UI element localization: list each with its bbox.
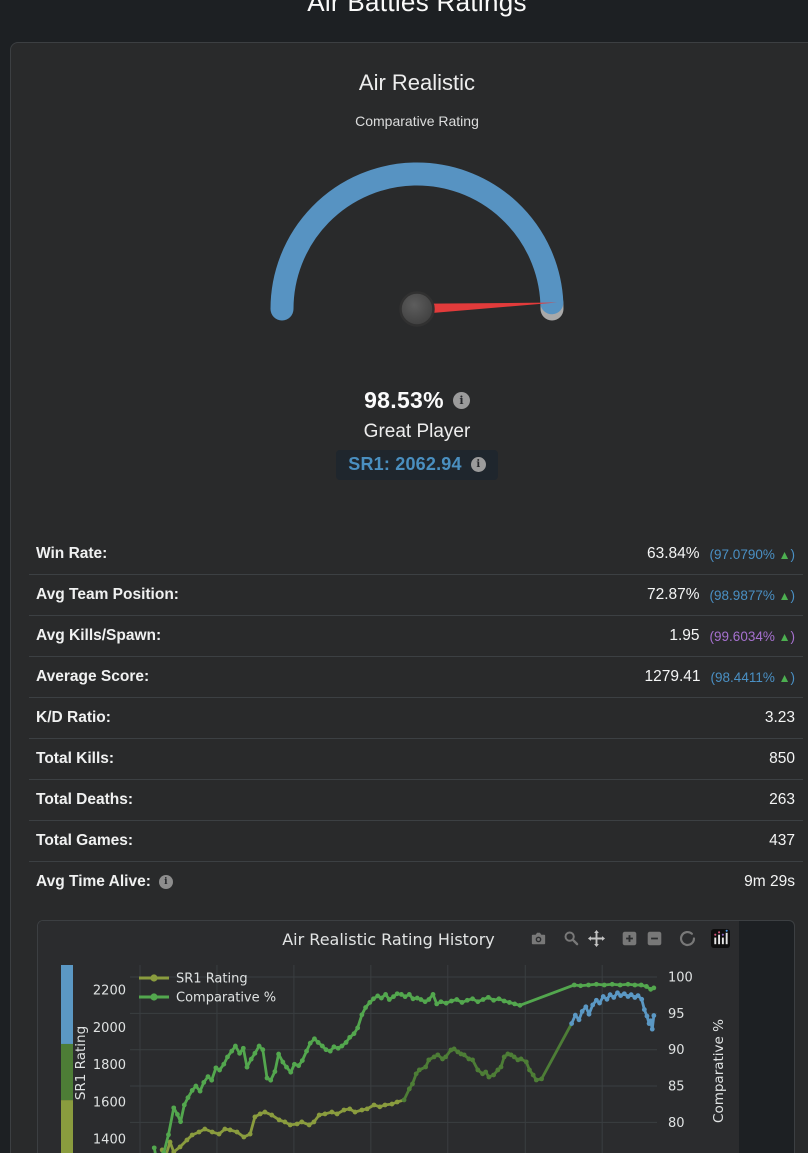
card-title: Air Realistic bbox=[358, 70, 476, 95]
stat-comparative-extra: (98.4411% ▲) bbox=[710, 669, 795, 685]
gauge-needle bbox=[416, 302, 557, 315]
right-axis-tick: 80 bbox=[668, 1116, 685, 1131]
left-axis-tick: 2200 bbox=[93, 984, 126, 999]
left-axis-tick: 2000 bbox=[93, 1021, 126, 1036]
page-title: Air Battles Ratings bbox=[307, 0, 527, 17]
camera-icon[interactable] bbox=[528, 928, 548, 948]
series-sr1-rating bbox=[159, 990, 657, 1153]
stat-label: Total Kills: bbox=[36, 750, 115, 767]
zoom-in-icon[interactable] bbox=[619, 928, 639, 948]
autoscale-icon[interactable] bbox=[677, 928, 697, 948]
pan-icon[interactable] bbox=[586, 928, 606, 948]
stat-value: 263 bbox=[769, 791, 795, 808]
table-row: Avg Team Position: 72.87% (98.9877% ▲) bbox=[29, 575, 803, 616]
stat-value: 72.87% bbox=[646, 586, 700, 603]
legend-item[interactable]: SR1 Rating bbox=[139, 972, 248, 987]
svg-text:Comparative %: Comparative % bbox=[176, 991, 276, 1006]
stat-comparative-extra: (99.6034% ▲) bbox=[709, 628, 795, 644]
table-row: Total Games: 437 bbox=[29, 821, 803, 862]
stat-label: Avg Team Position: bbox=[36, 586, 179, 603]
right-axis-title: Comparative % bbox=[711, 1019, 727, 1123]
stat-label: K/D Ratio: bbox=[36, 709, 111, 726]
right-axis-tick: 85 bbox=[668, 1080, 685, 1095]
table-row: Win Rate: 63.84% (97.0790% ▲) bbox=[29, 534, 803, 575]
comparative-rating-value: 98.53% bbox=[364, 387, 444, 413]
stat-label: Win Rate: bbox=[36, 545, 108, 562]
svg-text:SR1 Rating: SR1 Rating bbox=[176, 972, 248, 987]
zoom-out-icon[interactable] bbox=[644, 928, 664, 948]
rating-history-chart: Air Realistic Rating History SR1 Rating C… bbox=[38, 921, 739, 1153]
stat-value: 850 bbox=[769, 750, 795, 767]
stat-value: 1.95 bbox=[669, 627, 700, 644]
stat-comparative-extra: (97.0790% ▲) bbox=[709, 546, 795, 562]
stat-value: 437 bbox=[769, 832, 795, 849]
info-icon[interactable]: i bbox=[470, 457, 486, 472]
stats-table: Win Rate: 63.84% (97.0790% ▲) Avg Team Posi… bbox=[11, 534, 808, 902]
table-row: Total Kills: 850 bbox=[29, 739, 803, 780]
left-axis-title: SR1 Rating bbox=[73, 1026, 89, 1100]
rating-card: Air Realistic Comparative Rating bbox=[10, 42, 808, 1153]
stat-value: 3.23 bbox=[764, 709, 795, 726]
stat-label: Avg Time Alive: i bbox=[36, 873, 173, 891]
chart-section: Air Realistic Rating History SR1 Rating C… bbox=[37, 920, 795, 1153]
left-axis-tick: 1400 bbox=[93, 1133, 126, 1148]
stat-label: Avg Kills/Spawn: bbox=[36, 627, 162, 644]
info-icon[interactable]: i bbox=[158, 875, 173, 889]
plotly-logo-icon[interactable] bbox=[710, 928, 730, 948]
info-icon[interactable]: i bbox=[452, 392, 470, 409]
right-axis-tick: 90 bbox=[668, 1043, 685, 1058]
stat-value: 63.84% bbox=[646, 545, 700, 562]
rating-tier-colorbar bbox=[61, 965, 73, 1044]
gauge-value-arc bbox=[270, 162, 564, 321]
card-subtitle: Comparative Rating bbox=[355, 113, 479, 129]
stat-value: 9m 29s bbox=[744, 873, 795, 890]
stat-label: Total Games: bbox=[36, 832, 134, 849]
left-axis-tick: 1800 bbox=[93, 1058, 126, 1073]
chart-toolbar bbox=[528, 928, 730, 948]
legend-item[interactable]: Comparative % bbox=[139, 991, 276, 1006]
stat-label: Average Score: bbox=[36, 668, 150, 685]
gauge-hub bbox=[399, 291, 435, 327]
player-tier-label: Great Player bbox=[363, 421, 471, 442]
table-row: Total Deaths: 263 bbox=[29, 780, 803, 821]
table-row: Avg Time Alive: i 9m 29s bbox=[29, 862, 803, 902]
right-axis-tick: 100 bbox=[668, 971, 693, 986]
table-row: K/D Ratio: 3.23 bbox=[29, 698, 803, 739]
rating-tier-colorbar bbox=[61, 1043, 73, 1101]
rating-tier-colorbar bbox=[61, 1100, 73, 1153]
table-row: Avg Kills/Spawn: 1.95 (99.6034% ▲) bbox=[29, 616, 803, 657]
right-axis-tick: 95 bbox=[668, 1007, 685, 1022]
sr1-badge[interactable]: SR1: 2062.94 i bbox=[336, 450, 498, 480]
stat-label: Total Deaths: bbox=[36, 791, 134, 808]
zoom-icon[interactable] bbox=[561, 928, 581, 948]
series-comparative- bbox=[151, 981, 657, 1153]
sr1-value: SR1: 2062.94 bbox=[348, 454, 462, 474]
stat-value: 1279.41 bbox=[644, 668, 701, 685]
stat-comparative-extra: (98.9877% ▲) bbox=[709, 587, 795, 603]
left-axis-tick: 1600 bbox=[93, 1095, 126, 1110]
comparative-rating-gauge bbox=[11, 161, 808, 331]
table-row: Average Score: 1279.41 (98.4411% ▲) bbox=[29, 657, 803, 698]
chart-title: Air Realistic Rating History bbox=[282, 930, 495, 949]
